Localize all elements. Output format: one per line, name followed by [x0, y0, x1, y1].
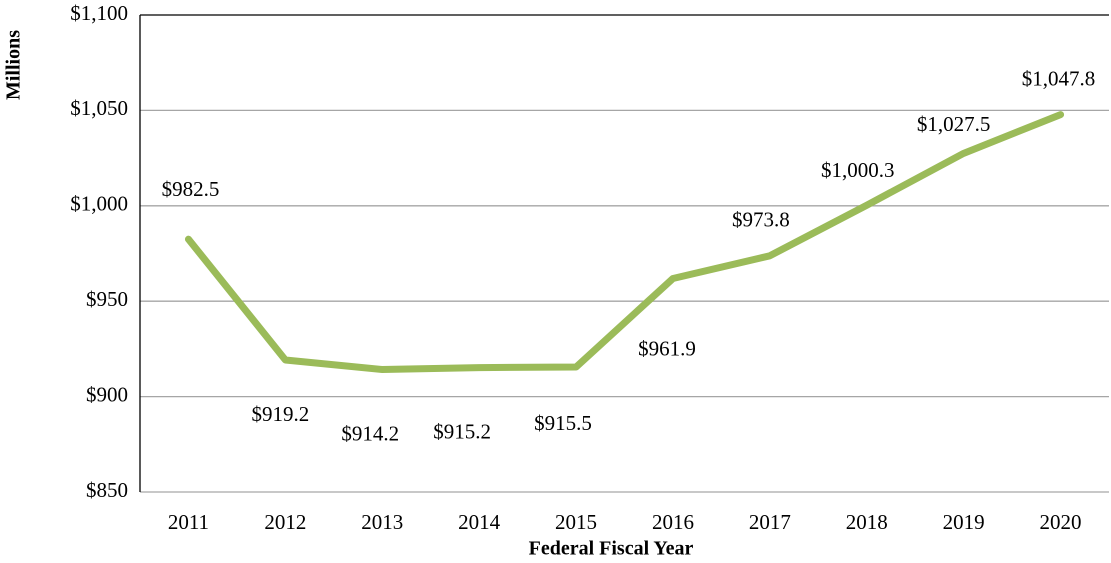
y-tick-label: $900: [86, 382, 128, 406]
line-series: [184, 111, 1065, 374]
data-label: $1,047.8: [1022, 66, 1096, 90]
y-tick-label: $1,100: [70, 1, 128, 25]
x-tick-label: 2017: [749, 510, 791, 534]
data-label: $1,027.5: [917, 112, 991, 136]
data-label: $961.9: [638, 336, 696, 360]
x-tick-label: 2013: [361, 510, 403, 534]
data-label: $982.5: [162, 177, 220, 201]
x-tick-label: 2011: [168, 510, 209, 534]
y-tick-label: $850: [86, 478, 128, 502]
y-axis-title: Millions: [3, 30, 25, 100]
data-label: $914.2: [341, 421, 399, 445]
x-tick-label: 2018: [846, 510, 888, 534]
y-tick-label: $1,050: [70, 96, 128, 120]
x-tick-label: 2020: [1040, 510, 1082, 534]
y-tick-label: $950: [86, 287, 128, 311]
data-label: $1,000.3: [821, 158, 895, 182]
x-tick-label: 2015: [555, 510, 597, 534]
data-label: $919.2: [251, 402, 309, 426]
x-axis-title: Federal Fiscal Year: [529, 538, 694, 560]
x-tick-label: 2016: [652, 510, 694, 534]
data-label: $973.8: [732, 208, 790, 232]
x-tick-label: 2019: [943, 510, 985, 534]
data-label: $915.2: [433, 419, 491, 443]
y-tick-label: $1,000: [70, 192, 128, 216]
x-tick-label: 2014: [458, 510, 501, 534]
x-tick-label: 2012: [264, 510, 306, 534]
data-label: $915.5: [534, 411, 592, 435]
